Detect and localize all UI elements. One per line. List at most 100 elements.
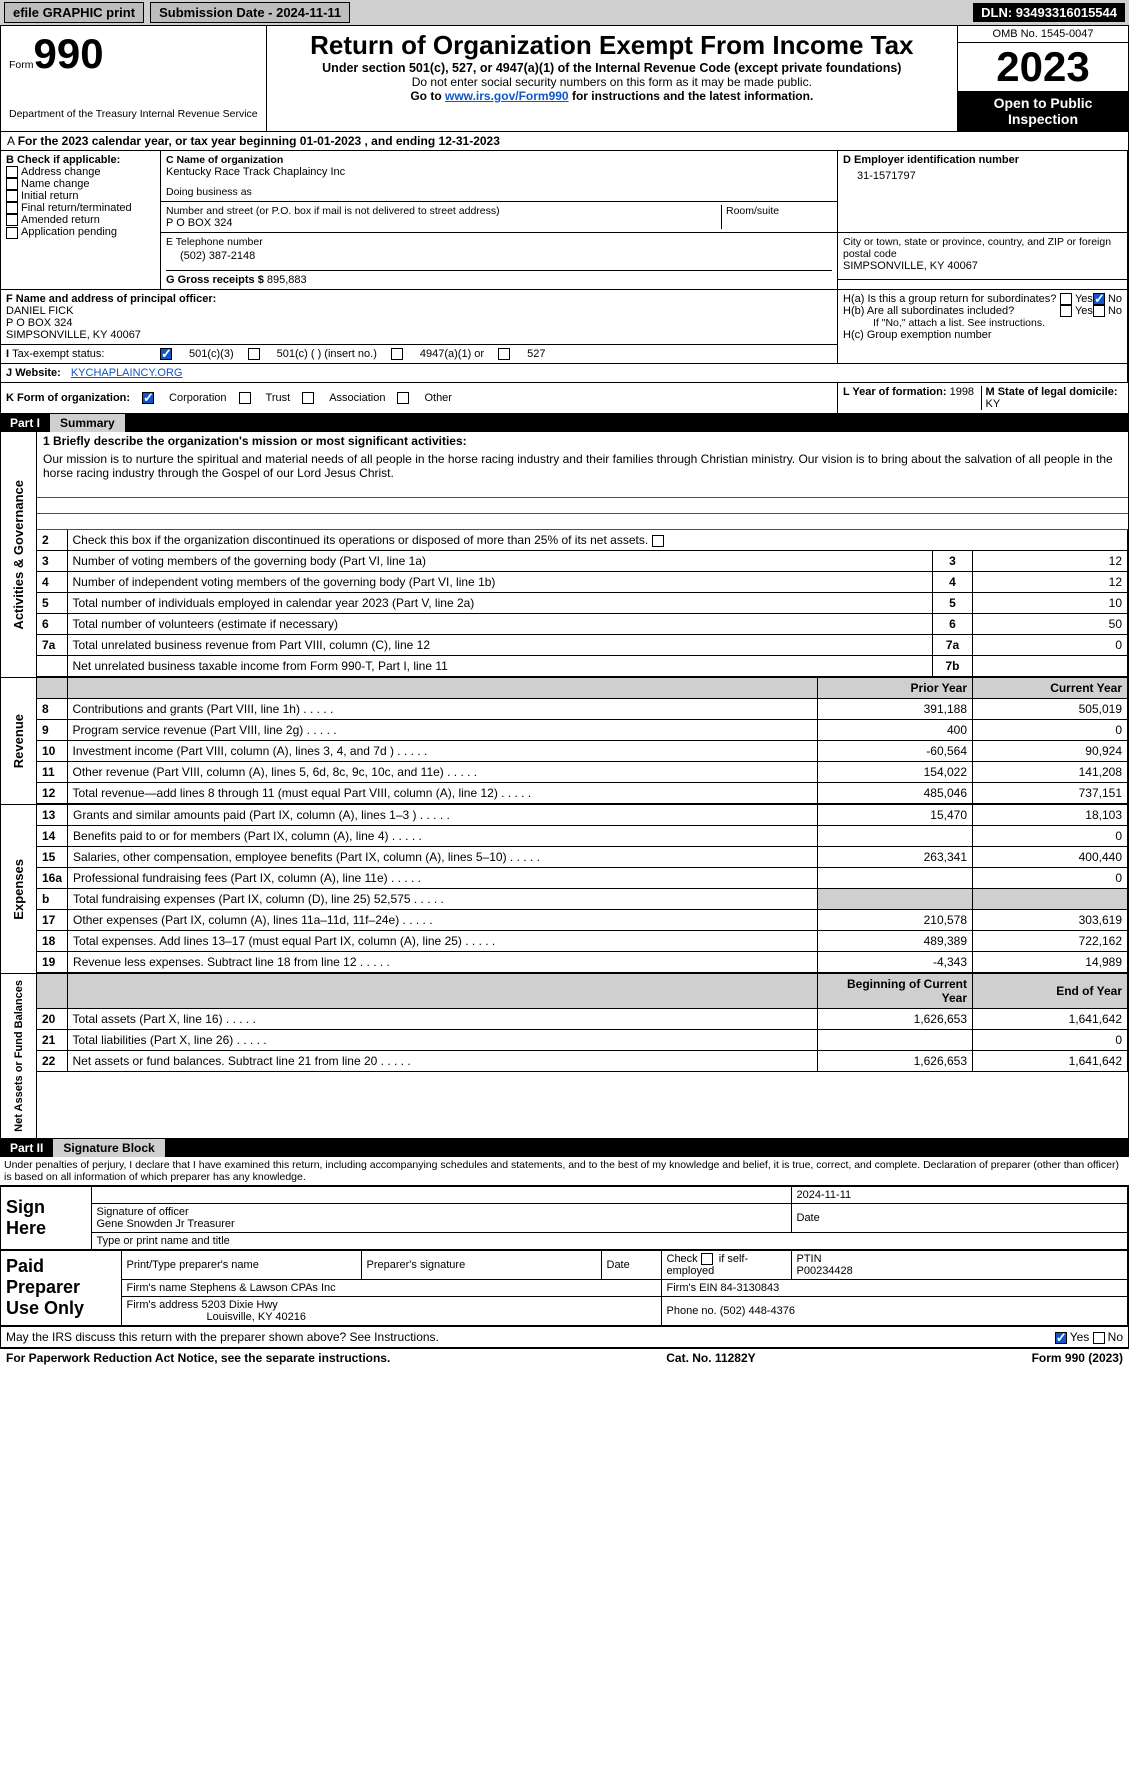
hb-note: If "No," attach a list. See instructions… <box>843 317 1122 329</box>
city-label: City or town, state or province, country… <box>843 236 1122 260</box>
check-initial-return[interactable] <box>6 190 18 202</box>
discuss-yes[interactable] <box>1055 1332 1067 1344</box>
ha-no[interactable] <box>1093 293 1105 305</box>
check-assoc[interactable] <box>302 392 314 404</box>
prep-check-label: Check <box>667 1253 701 1265</box>
firm-addr1: 5203 Dixie Hwy <box>201 1299 277 1311</box>
line-4: Number of independent voting members of … <box>67 572 933 593</box>
ha-no-label: No <box>1108 293 1122 305</box>
k-label: K Form of organization: <box>6 392 130 404</box>
table-row: 10Investment income (Part VIII, column (… <box>37 741 1128 762</box>
table-row: 8Contributions and grants (Part VIII, li… <box>37 699 1128 720</box>
check-address-change[interactable] <box>6 166 18 178</box>
part-i-bar: Part I Summary <box>0 414 1129 432</box>
box-c-city: City or town, state or province, country… <box>838 233 1128 280</box>
form-title: Return of Organization Exempt From Incom… <box>275 30 949 61</box>
phone-value: (502) 387-2148 <box>166 248 832 270</box>
box-k: K Form of organization: Corporation Trus… <box>1 383 838 414</box>
table-row: 13Grants and similar amounts paid (Part … <box>37 805 1128 826</box>
check-final-return[interactable] <box>6 202 18 214</box>
val-7b <box>973 656 1128 677</box>
firm-name-label: Firm's name <box>127 1282 187 1294</box>
firm-ein-label: Firm's EIN <box>667 1282 718 1294</box>
period-text: For the 2023 calendar year, or tax year … <box>18 134 500 148</box>
firm-addr-label: Firm's address <box>127 1299 199 1311</box>
hb-no-label: No <box>1108 305 1122 317</box>
table-row: 17Other expenses (Part IX, column (A), l… <box>37 910 1128 931</box>
org-name: Kentucky Race Track Chaplaincy Inc <box>166 166 832 178</box>
rev-label: Revenue <box>9 708 28 774</box>
label-assoc: Association <box>329 392 385 404</box>
check-self-employed[interactable] <box>701 1253 713 1265</box>
label-501c: 501(c) ( ) (insert no.) <box>277 348 377 360</box>
check-name-change[interactable] <box>6 178 18 190</box>
check-501c3[interactable] <box>160 348 172 360</box>
efile-print-button[interactable]: efile GRAPHIC print <box>4 2 144 23</box>
summary-section: Activities & Governance 1 Briefly descri… <box>0 432 1129 1139</box>
label-other: Other <box>424 392 452 404</box>
tax-year: 2023 <box>958 43 1128 91</box>
sig-officer-label: Signature of officer <box>97 1206 189 1218</box>
city-value: SIMPSONVILLE, KY 40067 <box>843 260 1122 272</box>
prep-sig-col: Preparer's signature <box>361 1250 601 1279</box>
label-corp: Corporation <box>169 392 226 404</box>
hb-yes-label: Yes <box>1075 305 1093 317</box>
dept-treasury: Department of the Treasury Internal Reve… <box>9 108 258 120</box>
discuss-no[interactable] <box>1093 1332 1105 1344</box>
gov-label: Activities & Governance <box>9 474 28 636</box>
sign-here: Sign Here <box>1 1186 91 1249</box>
phone-label: E Telephone number <box>166 236 832 248</box>
paid-preparer: Paid Preparer Use Only <box>1 1250 121 1325</box>
check-amended[interactable] <box>6 214 18 226</box>
check-527[interactable] <box>498 348 510 360</box>
check-501c[interactable] <box>248 348 260 360</box>
box-b: B Check if applicable: Address change Na… <box>1 151 161 290</box>
check-line2[interactable] <box>652 535 664 547</box>
ptin-value: P00234428 <box>797 1265 853 1277</box>
officer-name-title: Gene Snowden Jr Treasurer <box>97 1218 235 1230</box>
col-prior: Prior Year <box>818 678 973 699</box>
label-address-change: Address change <box>21 166 101 178</box>
label-4947: 4947(a)(1) or <box>420 348 484 360</box>
gross-label: G Gross receipts $ <box>166 274 264 286</box>
table-row: 19Revenue less expenses. Subtract line 1… <box>37 952 1128 973</box>
check-app-pending[interactable] <box>6 227 18 239</box>
open-inspection: Open to Public Inspection <box>958 91 1128 131</box>
officer-addr2: SIMPSONVILLE, KY 40067 <box>6 329 141 341</box>
street-label: Number and street (or P.O. box if mail i… <box>166 205 717 217</box>
exp-sidebar: Expenses <box>1 805 37 973</box>
entity-grid: B Check if applicable: Address change Na… <box>0 151 1129 414</box>
box-e-g: E Telephone number (502) 387-2148 G Gros… <box>161 233 838 290</box>
label-trust: Trust <box>266 392 291 404</box>
website-link[interactable]: KYCHAPLAINCY.ORG <box>71 367 183 379</box>
mission-prompt: 1 Briefly describe the organization's mi… <box>37 432 1128 450</box>
form-subtitle: Under section 501(c), 527, or 4947(a)(1)… <box>275 61 949 75</box>
m-label: M State of legal domicile: <box>986 386 1118 398</box>
check-corp[interactable] <box>142 392 154 404</box>
label-amended: Amended return <box>21 214 100 226</box>
table-row: 22Net assets or fund balances. Subtract … <box>37 1051 1128 1072</box>
check-trust[interactable] <box>239 392 251 404</box>
gross-value: 895,883 <box>267 274 307 286</box>
submission-date-button[interactable]: Submission Date - 2024-11-11 <box>150 2 350 23</box>
ein-value: 31-1571797 <box>843 166 1122 194</box>
ha-yes-label: Yes <box>1075 293 1093 305</box>
goto-line: Go to www.irs.gov/Form990 for instructio… <box>275 89 949 103</box>
check-other[interactable] <box>397 392 409 404</box>
hb-yes[interactable] <box>1060 305 1072 317</box>
irs-link[interactable]: www.irs.gov/Form990 <box>445 89 569 103</box>
ha-yes[interactable] <box>1060 293 1072 305</box>
check-4947[interactable] <box>391 348 403 360</box>
footer-left: For Paperwork Reduction Act Notice, see … <box>6 1351 390 1365</box>
dln-label: DLN: 93493316015544 <box>973 3 1125 22</box>
table-row: 20Total assets (Part X, line 16) . . . .… <box>37 1009 1128 1030</box>
footer-mid: Cat. No. 11282Y <box>666 1351 755 1365</box>
c-name-label: C Name of organization <box>166 154 832 166</box>
discuss-no-label: No <box>1108 1330 1123 1344</box>
street-value: P O BOX 324 <box>166 217 717 229</box>
goto-pre: Go to <box>410 89 445 103</box>
form-number-block: Form990 Department of the Treasury Inter… <box>1 26 267 131</box>
l-value: 1998 <box>950 386 974 398</box>
label-name-change: Name change <box>21 178 90 190</box>
box-d-e: D Employer identification number 31-1571… <box>838 151 1128 233</box>
